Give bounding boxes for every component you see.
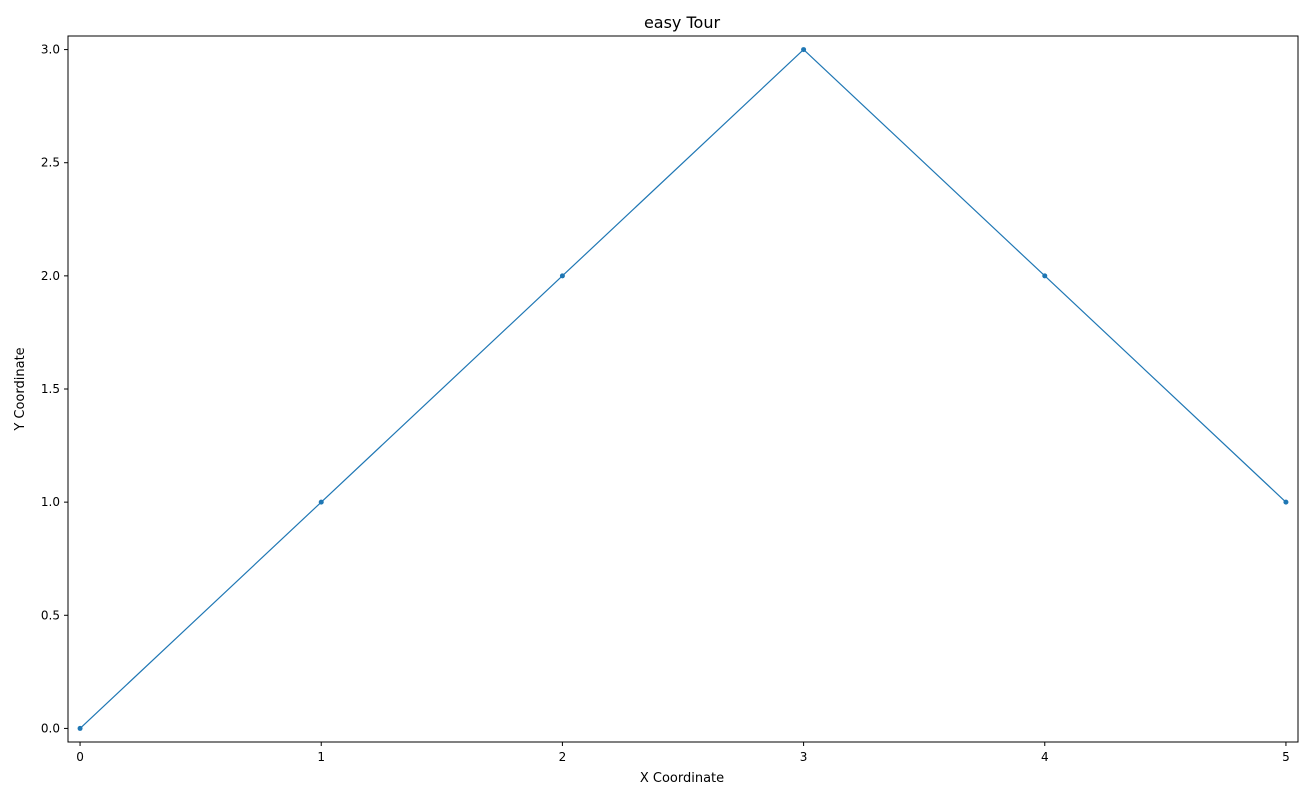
x-tick-label: 5: [1282, 750, 1290, 764]
y-tick-label: 1.0: [41, 495, 60, 509]
series-line: [79, 48, 1287, 729]
x-tick-label: 1: [317, 750, 325, 764]
y-tick-label: 0.0: [41, 721, 60, 735]
data-point: [318, 499, 324, 505]
x-tick-label: 2: [559, 750, 567, 764]
x-axis-label: X Coordinate: [640, 771, 724, 786]
y-tick-label: 2.0: [41, 269, 60, 283]
data-point: [1283, 499, 1289, 505]
data-point: [1042, 273, 1048, 279]
chart-title: easy Tour: [644, 13, 721, 32]
x-axis: 0 1 2 3 4 5: [76, 742, 1290, 764]
data-point: [559, 273, 565, 279]
y-tick-label: 1.5: [41, 382, 60, 396]
data-point: [77, 725, 83, 731]
data-point: [801, 47, 807, 53]
y-tick-label: 2.5: [41, 156, 60, 170]
y-tick-label: 0.5: [41, 608, 60, 622]
y-tick-label: 3.0: [41, 43, 60, 57]
plot-area-frame: [67, 35, 1299, 743]
x-tick-label: 4: [1041, 750, 1049, 764]
y-axis-label: Y Coordinate: [13, 347, 28, 431]
y-axis: 0.0 0.5 1.0 1.5 2.0 2.5 3.0: [41, 43, 68, 735]
series-layer: [77, 47, 1289, 731]
x-tick-label: 3: [800, 750, 808, 764]
x-tick-label: 0: [76, 750, 84, 764]
